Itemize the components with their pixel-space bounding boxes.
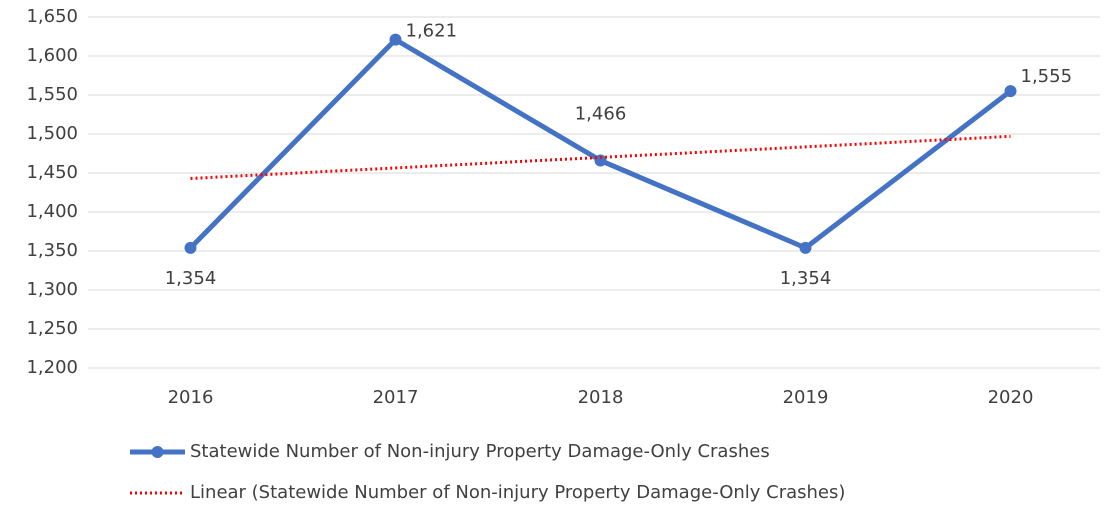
y-tick-label: 1,350 [26,240,78,261]
data-label: 1,555 [1021,66,1073,87]
y-tick-label: 1,500 [26,123,78,144]
y-tick-label: 1,200 [26,357,78,378]
data-label: 1,466 [575,104,627,125]
data-line [188,37,1013,251]
data-point [1004,85,1017,98]
data-point [799,241,812,254]
x-tick-label: 2018 [578,387,624,408]
y-tick-label: 1,450 [26,162,78,183]
data-label: 1,621 [406,21,458,42]
data-point [594,154,607,167]
y-tick-label: 1,300 [26,279,78,300]
x-tick-label: 2016 [168,387,214,408]
y-tick-label: 1,550 [26,84,78,105]
data-point [389,33,402,46]
legend-label: Statewide Number of Non-injury Property … [190,441,770,462]
x-tick-label: 2017 [373,387,419,408]
legend-label: Linear (Statewide Number of Non-injury P… [190,482,845,503]
trend-line [190,134,1011,180]
x-tick-label: 2019 [783,387,829,408]
x-tick-label: 2020 [988,387,1034,408]
y-tick-label: 1,400 [26,201,78,222]
y-tick-label: 1,600 [26,45,78,66]
legend-marker [151,446,164,458]
y-tick-label: 1,650 [26,6,78,27]
y-tick-label: 1,250 [26,318,78,339]
data-point [184,241,197,254]
data-label: 1,354 [780,268,832,289]
data-label: 1,354 [165,268,217,289]
